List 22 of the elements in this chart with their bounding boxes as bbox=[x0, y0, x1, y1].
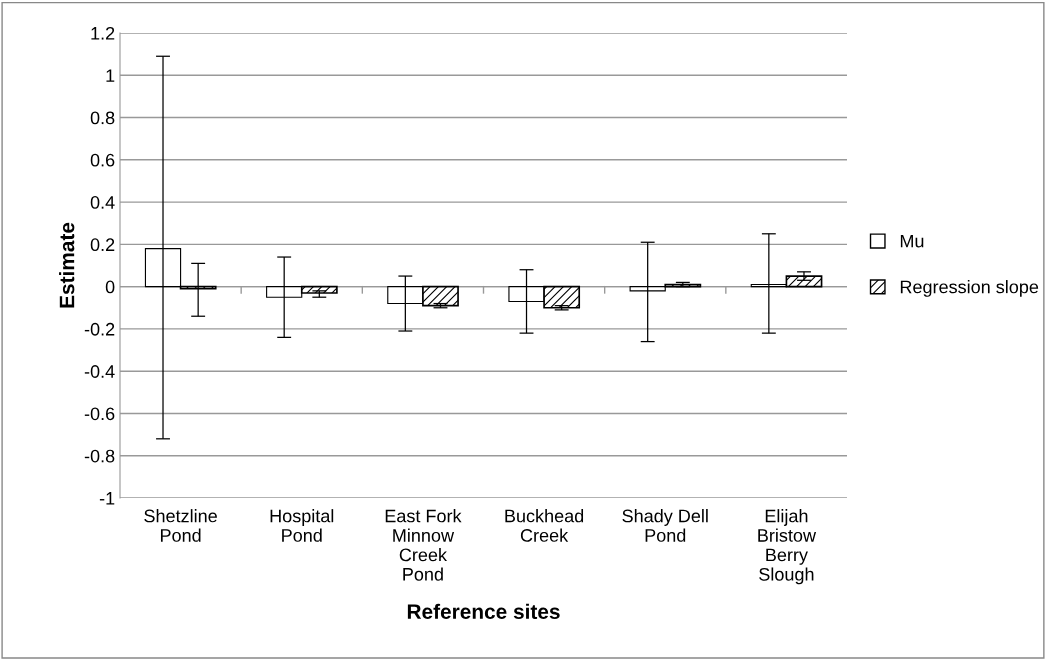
x-axis-title: Reference sites bbox=[407, 603, 560, 620]
x-tick-label: Elijah Bristow Berry Slough bbox=[758, 509, 817, 585]
legend-label: Regression slope bbox=[900, 280, 1039, 297]
y-axis-title: Estimate bbox=[59, 222, 75, 308]
y-tick-label: 0 bbox=[105, 280, 115, 294]
y-tick-label: -0.2 bbox=[84, 322, 115, 336]
legend-label: Mu bbox=[900, 234, 924, 248]
x-tick-label: Shady Dell Pond bbox=[622, 509, 708, 542]
x-tick-label: Hospital Pond bbox=[270, 509, 334, 542]
y-tick-label: 1.2 bbox=[91, 26, 115, 40]
x-tick-label: East Fork Minnow Creek Pond bbox=[385, 509, 462, 581]
y-tick-label: 0.6 bbox=[90, 153, 115, 167]
y-tick-label: 0.8 bbox=[90, 111, 115, 125]
y-tick-label: -1 bbox=[99, 492, 115, 505]
y-tick-label: -0.8 bbox=[84, 449, 115, 463]
y-tick-label: 0.2 bbox=[90, 238, 115, 252]
y-tick-label: -0.6 bbox=[84, 407, 115, 421]
y-tick-label: 1 bbox=[106, 69, 115, 82]
x-tick-label: Shetzline Pond bbox=[144, 509, 217, 542]
y-tick-label: 0.4 bbox=[90, 196, 115, 209]
y-tick-label: -0.4 bbox=[84, 365, 115, 378]
x-tick-label: Buckhead Creek bbox=[505, 509, 584, 542]
